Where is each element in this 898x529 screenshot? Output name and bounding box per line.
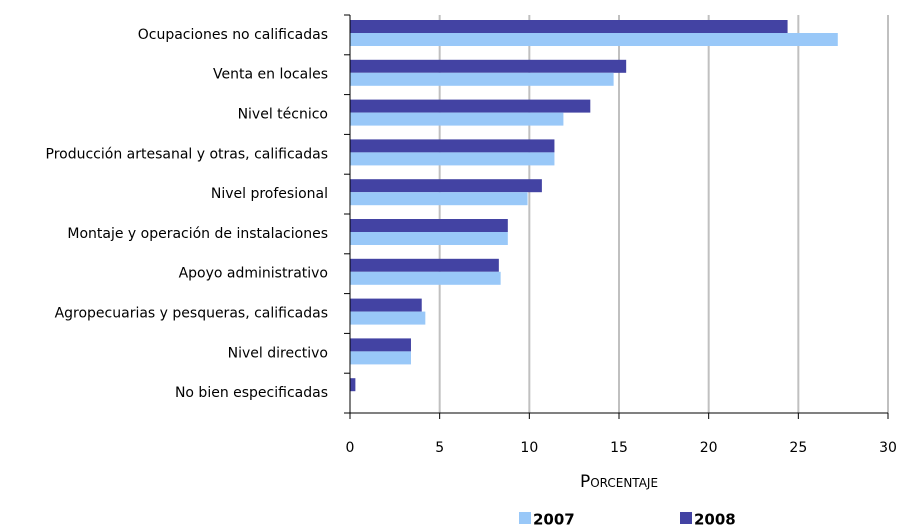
bar <box>350 258 499 272</box>
bar <box>350 351 411 365</box>
legend-label: 2007 <box>533 511 575 529</box>
bar <box>350 192 528 206</box>
y-tick-label: Montaje y operación de instalaciones <box>67 226 328 242</box>
bar <box>350 20 788 33</box>
bar <box>350 232 508 245</box>
bar <box>350 378 356 392</box>
y-tick-label: Nivel profesional <box>211 186 328 202</box>
y-tick-label: Apoyo administrativo <box>179 266 328 282</box>
x-tick-label: 25 <box>789 440 807 456</box>
bar <box>350 112 564 126</box>
bar <box>350 338 411 352</box>
legend-label: 2008 <box>694 511 736 529</box>
bar <box>350 271 501 285</box>
y-tick-label: Ocupaciones no calificadas <box>138 27 328 43</box>
y-tick-label: Venta en locales <box>213 67 328 83</box>
legend-swatch <box>519 512 531 524</box>
bar <box>350 152 555 166</box>
y-tick-label: Producción artesanal y otras, calificada… <box>46 146 328 162</box>
bar <box>350 298 422 312</box>
bar <box>350 311 426 325</box>
y-tick-label: Agropecuarias y pesqueras, calificadas <box>55 306 328 322</box>
x-tick-label: 30 <box>879 440 897 456</box>
x-axis-title: Porcentaje <box>580 472 658 492</box>
bar <box>350 72 614 86</box>
y-tick-label: Nivel directivo <box>228 345 328 361</box>
x-tick-label: 0 <box>346 440 355 456</box>
x-tick-label: 10 <box>520 440 538 456</box>
y-tick-label: No bien especificadas <box>175 385 328 401</box>
legend-swatch <box>680 512 692 524</box>
bar <box>350 139 555 153</box>
x-tick-label: 20 <box>700 440 718 456</box>
bar <box>350 179 542 193</box>
x-tick-label: 15 <box>610 440 628 456</box>
x-tick-label: 5 <box>435 440 444 456</box>
bar <box>350 219 508 232</box>
bar <box>350 59 627 73</box>
y-tick-label: Nivel técnico <box>238 107 328 123</box>
bar <box>350 33 838 46</box>
bar <box>350 99 591 113</box>
